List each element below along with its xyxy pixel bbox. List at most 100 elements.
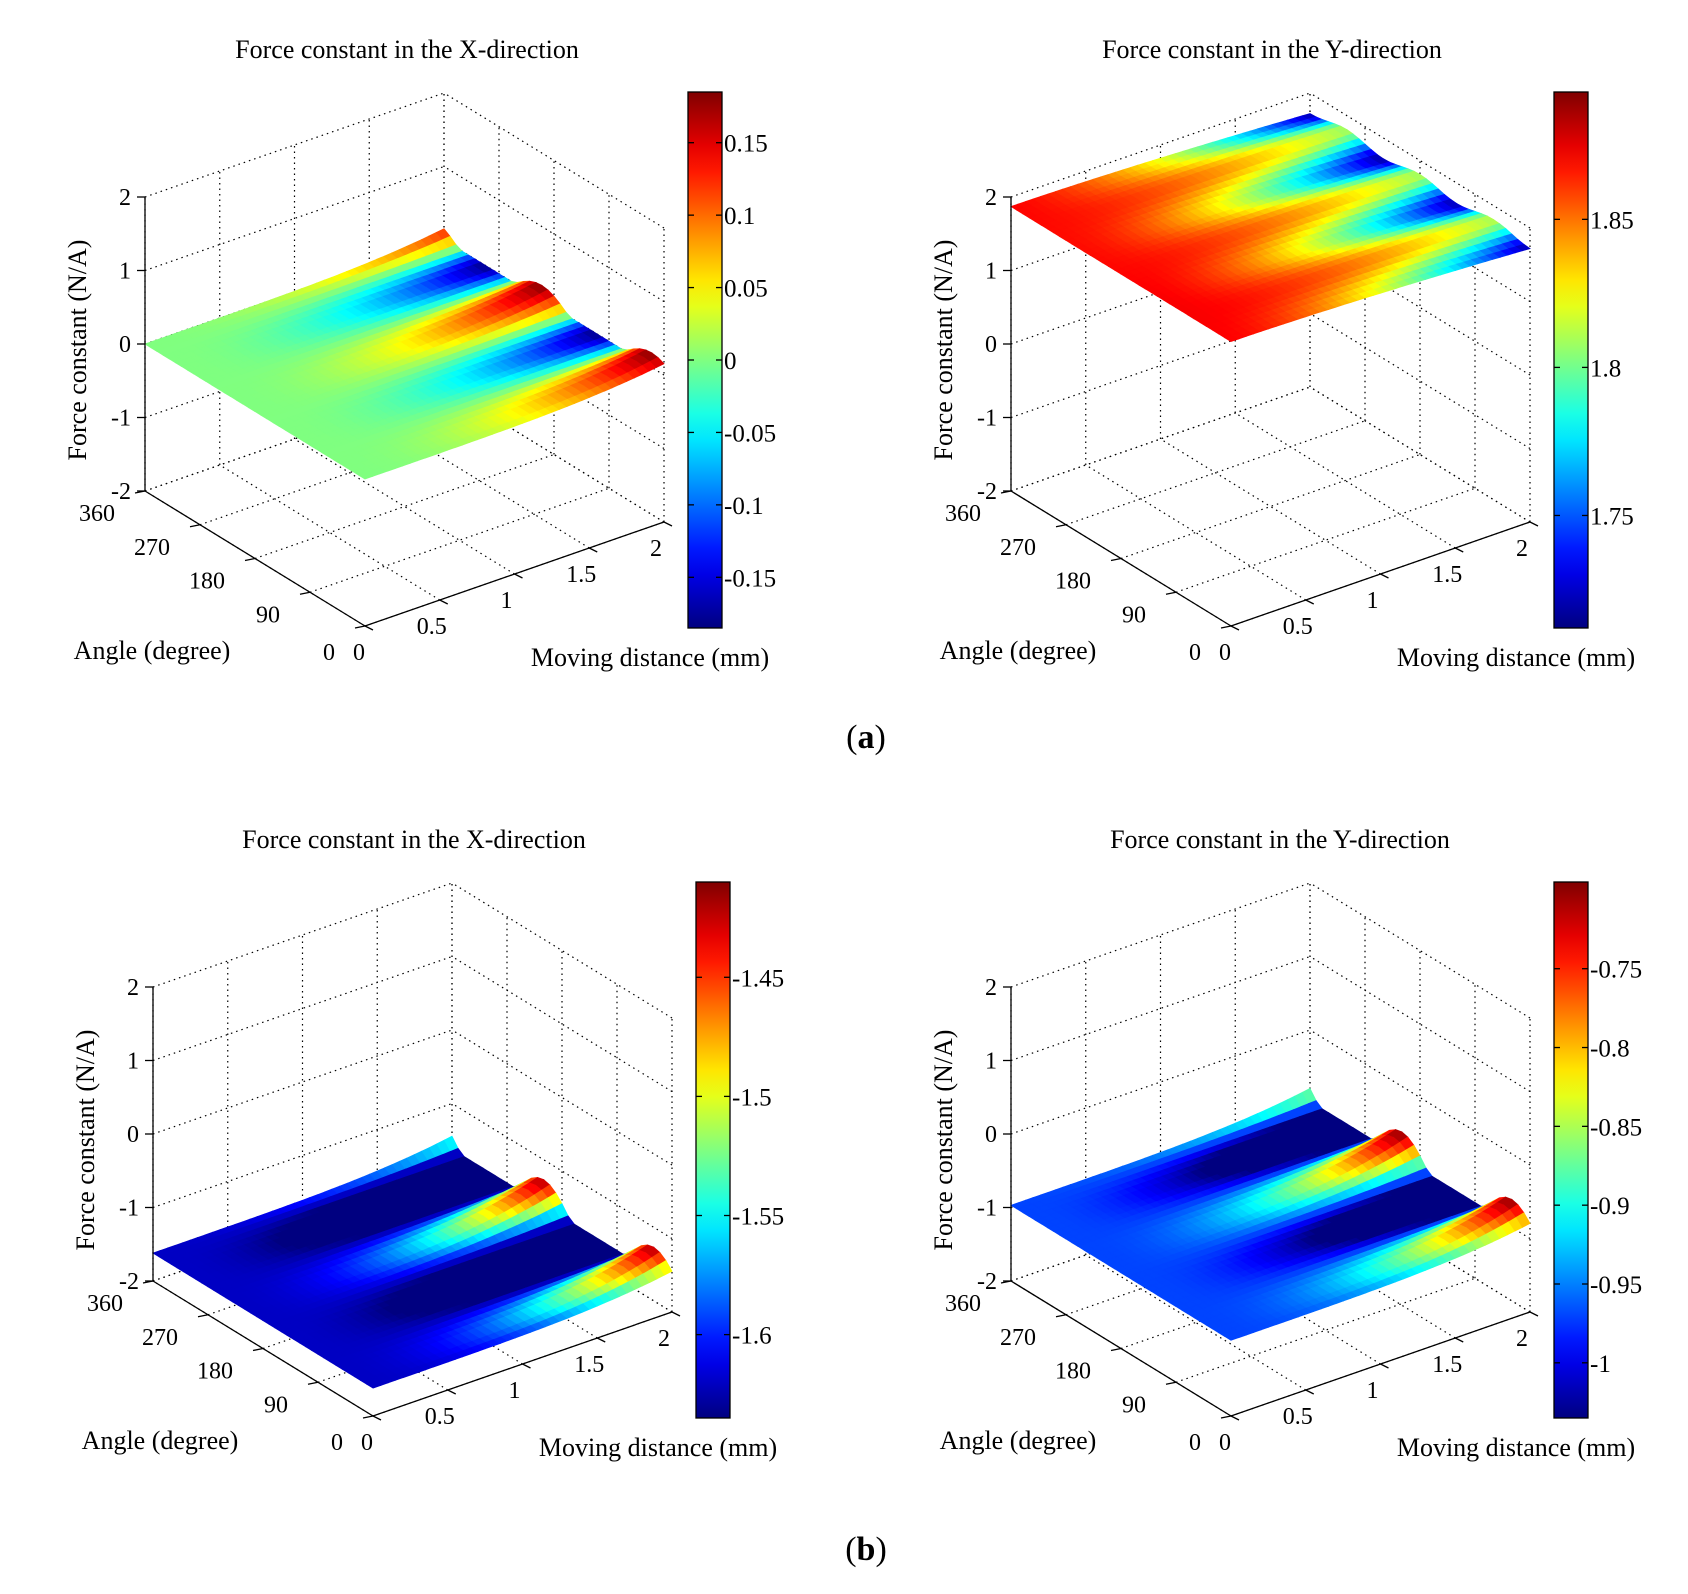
x-axis-label: Moving distance (mm) (539, 1433, 777, 1462)
grid-line (219, 464, 441, 601)
y-tick-label: 360 (87, 1291, 123, 1317)
y-tick-label: 90 (256, 602, 280, 628)
y-tick-label: 180 (1055, 569, 1091, 595)
colorbar-tick-label: 0.05 (724, 276, 768, 303)
x-axis-label: Moving distance (mm) (531, 643, 769, 672)
chart-panel-4: Force constant in the Y-direction00.511.… (929, 825, 1642, 1462)
x-tick (1230, 625, 1240, 631)
colorbar-tick-label: -1.5 (732, 1084, 772, 1111)
colorbar-tick-label: 1.85 (1590, 207, 1634, 234)
grid-line (144, 92, 445, 198)
x-tick (364, 625, 374, 631)
x-tick (588, 547, 598, 553)
colorbar-tick-label: -0.05 (724, 420, 776, 447)
colorbar-tick-label: 1.75 (1590, 503, 1634, 530)
x-tick (1454, 547, 1464, 553)
surface (144, 228, 665, 480)
grid-line (1160, 438, 1381, 575)
colorbar-tick-label: -0.1 (724, 493, 764, 520)
y-tick (244, 557, 256, 562)
z-axis-label: Force constant (N/A) (71, 1030, 100, 1251)
y-tick-label: 360 (945, 501, 981, 527)
x-tick-label: 1.5 (574, 1352, 604, 1378)
y-tick-label: 90 (264, 1392, 288, 1418)
y-tick-label: 270 (134, 535, 170, 561)
grid-line (443, 92, 665, 229)
x-tick-label: 1 (1367, 588, 1379, 614)
chart-title: Force constant in the Y-direction (1102, 35, 1442, 64)
y-axis-label: Angle (degree) (940, 636, 1097, 665)
chart-title: Force constant in the Y-direction (1110, 825, 1450, 854)
grid-line (443, 165, 665, 303)
z-tick-label: 2 (985, 185, 997, 211)
x-tick (447, 1389, 457, 1395)
colorbar-tick-label: -1.45 (732, 965, 784, 992)
x-tick (1305, 599, 1315, 605)
x-tick-label: 1.5 (1432, 562, 1462, 588)
y-tick-label: 270 (1000, 535, 1036, 561)
y-tick (197, 1314, 209, 1318)
y-tick-label: 0 (323, 640, 335, 666)
x-tick-label: 1.5 (566, 562, 596, 588)
colorbar-tick-label: 0.1 (724, 203, 755, 230)
surface (152, 1135, 673, 1389)
y-tick-label: 0 (331, 1430, 343, 1456)
grid-line (1175, 487, 1476, 593)
x-tick (514, 573, 523, 579)
z-tick-label: 0 (119, 332, 131, 358)
colorbar: 0.15 0.1 0.05 0 -0.05 -0.1 -0.15 (687, 91, 776, 629)
x-tick-label: 0.5 (425, 1404, 455, 1430)
chart-title: Force constant in the X-direction (235, 35, 579, 64)
y-tick (362, 1415, 374, 1419)
colorbar-tick-label: -1.6 (732, 1323, 772, 1350)
grid-line (451, 882, 673, 1019)
x-tick (1529, 521, 1539, 527)
y-tick (252, 1347, 264, 1352)
x-tick (596, 1337, 606, 1343)
y-tick (1055, 524, 1067, 528)
x-tick-label: 2 (1516, 536, 1528, 562)
z-tick-label: 2 (119, 185, 131, 211)
y-tick-label: 360 (79, 501, 115, 527)
z-tick-label: -1 (111, 406, 131, 432)
colorbar-tick-label: -1.55 (732, 1204, 784, 1231)
grid-line (152, 882, 453, 988)
x-tick (1380, 573, 1389, 579)
x-tick-label: 0 (361, 1430, 373, 1456)
y-tick (1220, 625, 1232, 629)
x-tick (663, 521, 673, 527)
colorbar-tick-label: -0.15 (724, 565, 776, 592)
colorbar: 1.85 1.8 1.75 (1553, 91, 1634, 629)
z-tick-label: -2 (119, 1269, 139, 1295)
colorbar-gradient (1553, 91, 1589, 629)
x-tick-label: 0.5 (1283, 614, 1313, 640)
grid-line (254, 453, 555, 560)
grid-line (1309, 312, 1531, 450)
colorbar-tick-label: 0.15 (724, 131, 768, 158)
colorbar: -1.45 -1.5 -1.55 -1.6 (695, 881, 784, 1419)
z-axis-label: Force constant (N/A) (63, 240, 92, 461)
z-tick-label: -2 (977, 479, 997, 505)
y-tick (354, 625, 366, 629)
chart-panel-1: Force constant in the X-direction 0 0.5 1 1.… (63, 35, 776, 672)
z-tick-label: 0 (127, 1122, 139, 1148)
x-tick-label: 2 (658, 1326, 670, 1352)
x-tick (439, 599, 449, 605)
grid-line (1120, 453, 1421, 560)
x-tick-label: 0.5 (417, 614, 447, 640)
x-tick-label: 1 (501, 588, 513, 614)
y-tick-label: 90 (1122, 602, 1146, 628)
y-tick (1165, 591, 1177, 595)
z-axis-label: Force constant (N/A) (929, 240, 958, 461)
y-tick (307, 1381, 319, 1385)
x-tick (671, 1311, 681, 1317)
grid-line (1309, 882, 1531, 1019)
z-tick-label: 1 (119, 259, 131, 285)
y-tick-label: 180 (189, 569, 225, 595)
y-axis-label: Angle (degree) (82, 1426, 239, 1455)
colorbar-tick-label: 1.8 (1590, 355, 1621, 382)
colorbar-tick-label: 0 (724, 348, 737, 375)
y-axis-label: Angle (degree) (74, 636, 231, 665)
y-tick (189, 524, 201, 528)
z-tick-label: -1 (119, 1196, 139, 1222)
